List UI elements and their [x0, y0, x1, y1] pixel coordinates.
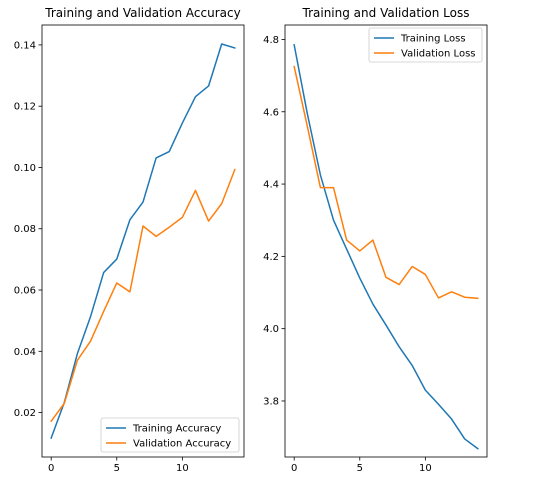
- accuracy-y-tick-label: 0.08: [14, 224, 36, 235]
- accuracy-legend-frame: [100, 417, 240, 453]
- loss-legend-frame: [368, 27, 483, 63]
- loss-y-tick-label: 4.0: [263, 324, 279, 335]
- loss-y-tick-label: 4.2: [263, 252, 279, 263]
- accuracy-legend-label-1: Validation Accuracy: [133, 439, 231, 450]
- loss-chart: Training and Validation Loss 0 5 10 3.8 4.0 4…: [263, 6, 488, 474]
- accuracy-y-tick-label: 0.14: [14, 40, 36, 51]
- accuracy-x-tick-label: 0: [48, 463, 54, 474]
- loss-x-tick-label: 10: [419, 463, 432, 474]
- accuracy-series-0-line: [50, 43, 236, 439]
- accuracy-y-tick-label: 0.06: [14, 286, 36, 297]
- loss-y-tick-label: 4.4: [263, 180, 279, 191]
- loss-legend-label-1: Validation Loss: [401, 49, 476, 60]
- loss-legend-label-0: Training Loss: [400, 34, 466, 45]
- loss-series-1-line: [293, 65, 479, 300]
- loss-x-tick-label: 5: [357, 463, 363, 474]
- loss-series-0-line: [293, 44, 479, 450]
- loss-y-tick-label: 4.8: [263, 35, 279, 46]
- accuracy-chart: Training and Validation Accuracy 0 5 10 0.0…: [14, 6, 245, 474]
- accuracy-chart-title: Training and Validation Accuracy: [44, 6, 240, 20]
- accuracy-legend: Training Accuracy Validation Accuracy: [100, 417, 240, 453]
- accuracy-x-tick-label: 10: [176, 463, 189, 474]
- accuracy-y-tick-label: 0.02: [14, 408, 36, 419]
- accuracy-axes-frame: [41, 24, 245, 458]
- loss-x-tick-label: 0: [291, 463, 297, 474]
- loss-y-tick-label: 4.6: [263, 107, 279, 118]
- accuracy-y-tick-label: 0.12: [14, 102, 36, 113]
- loss-y-tick-label: 3.8: [263, 396, 279, 407]
- accuracy-x-tick-label: 5: [114, 463, 120, 474]
- accuracy-series-1-line: [50, 168, 236, 423]
- accuracy-y-tick-label: 0.04: [14, 347, 36, 358]
- accuracy-y-tick-label: 0.10: [14, 163, 36, 174]
- loss-axes-frame: [284, 24, 488, 458]
- loss-legend: Training Loss Validation Loss: [368, 27, 483, 63]
- accuracy-legend-label-0: Training Accuracy: [132, 424, 221, 435]
- loss-chart-title: Training and Validation Loss: [302, 6, 470, 20]
